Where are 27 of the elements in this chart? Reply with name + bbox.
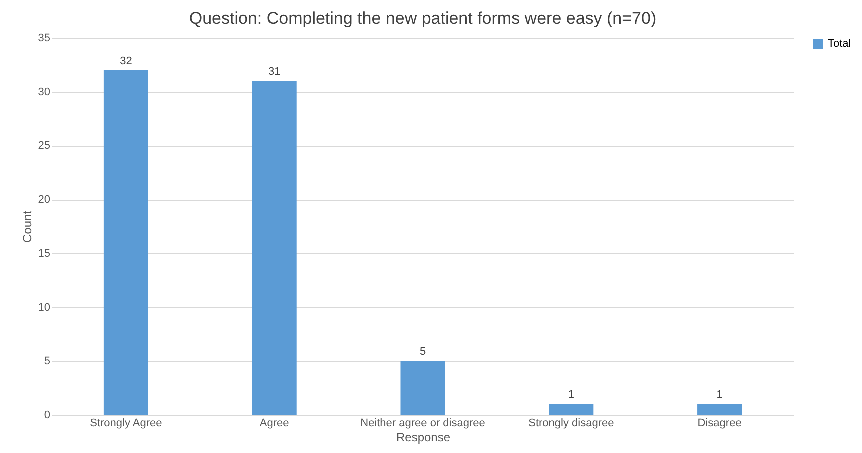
y-tick-label: 10 xyxy=(38,302,50,314)
x-tick-label: Agree xyxy=(260,418,290,430)
data-label: 5 xyxy=(420,346,426,358)
chart-title: Question: Completing the new patient forms were easy (n=70) xyxy=(189,9,657,28)
y-tick-label: 35 xyxy=(38,32,50,44)
y-tick-label: 30 xyxy=(38,86,50,98)
x-tick-label: Disagree xyxy=(698,418,742,430)
y-tick-label: 20 xyxy=(38,194,50,206)
bar xyxy=(252,81,297,415)
y-tick-label: 15 xyxy=(38,248,50,260)
bar xyxy=(400,361,446,415)
data-label: 32 xyxy=(120,55,132,68)
data-label: 1 xyxy=(568,389,574,402)
x-tick-label: Neither agree or disagree xyxy=(360,418,486,430)
x-tick-label: Strongly disagree xyxy=(528,418,614,430)
y-tick-label: 5 xyxy=(44,356,50,368)
bar xyxy=(104,70,148,415)
x-tick-label: Strongly Agree xyxy=(90,418,162,430)
bar xyxy=(549,404,594,415)
data-label: 31 xyxy=(268,66,281,78)
data-label: 1 xyxy=(716,389,723,402)
y-tick-label: 25 xyxy=(38,140,50,152)
legend-label: Total xyxy=(828,38,852,50)
bar xyxy=(698,404,742,415)
x-axis-title: Response xyxy=(396,430,451,444)
y-tick-label: 0 xyxy=(44,410,50,422)
y-axis-title: Count xyxy=(20,210,34,244)
